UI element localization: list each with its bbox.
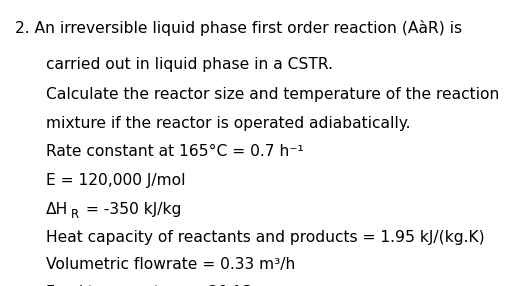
Text: Heat capacity of reactants and products = 1.95 kJ/(kg.K): Heat capacity of reactants and products … [46,230,485,245]
Text: mixture if the reactor is operated adiabatically.: mixture if the reactor is operated adiab… [46,116,411,131]
Text: Feed temperature = 20 °C: Feed temperature = 20 °C [46,285,252,286]
Text: Calculate the reactor size and temperature of the reaction: Calculate the reactor size and temperatu… [46,87,500,102]
Text: carried out in liquid phase in a CSTR.: carried out in liquid phase in a CSTR. [46,57,333,72]
Text: 2. An irreversible liquid phase first order reaction (AàR) is: 2. An irreversible liquid phase first or… [15,20,462,36]
Text: ΔH: ΔH [46,202,68,217]
Text: Volumetric flowrate = 0.33 m³/h: Volumetric flowrate = 0.33 m³/h [46,257,296,272]
Text: E = 120,000 J/mol: E = 120,000 J/mol [46,173,186,188]
Text: Rate constant at 165°C = 0.7 h⁻¹: Rate constant at 165°C = 0.7 h⁻¹ [46,144,304,159]
Text: = -350 kJ/kg: = -350 kJ/kg [81,202,182,217]
Text: R: R [71,208,79,221]
